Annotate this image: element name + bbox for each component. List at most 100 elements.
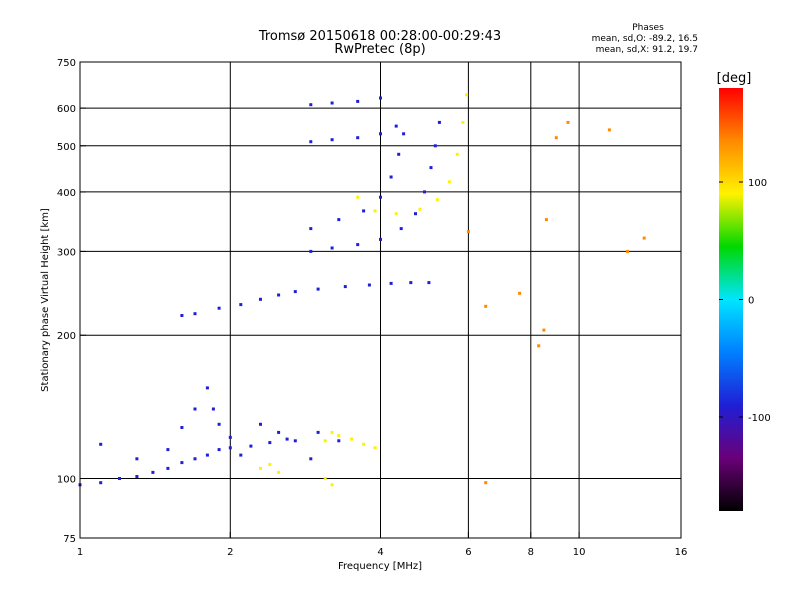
data-point	[362, 209, 366, 213]
data-point	[373, 446, 377, 450]
data-point	[166, 466, 170, 470]
data-point	[337, 434, 341, 438]
data-point	[427, 281, 431, 285]
y-tick-label: 500	[57, 142, 76, 153]
data-point	[323, 477, 327, 480]
data-point	[389, 281, 393, 285]
colorbar-tick-label: -100	[748, 413, 771, 424]
data-point	[217, 422, 221, 426]
data-point	[379, 195, 382, 199]
data-point	[268, 441, 272, 445]
data-point	[343, 285, 347, 289]
data-point	[99, 442, 103, 446]
x-tick-label: 1	[77, 547, 83, 558]
x-axis-ticks: 1 2 4 6 8 10 16	[77, 532, 688, 558]
data-point	[642, 236, 646, 240]
data-point	[373, 209, 377, 213]
data-point	[180, 314, 184, 317]
data-point	[465, 93, 469, 97]
data-point	[330, 483, 334, 487]
data-point	[394, 124, 398, 128]
data-point	[484, 481, 488, 485]
data-point	[409, 281, 413, 285]
data-point	[379, 237, 382, 241]
data-point	[228, 435, 232, 439]
data-point	[435, 198, 439, 202]
data-point	[217, 448, 221, 452]
data-point	[350, 437, 354, 441]
data-point	[554, 136, 558, 140]
data-point	[309, 457, 313, 461]
colorbar-tick-label: 100	[748, 178, 767, 189]
data-point	[626, 249, 629, 253]
data-point	[356, 195, 360, 199]
data-point	[330, 430, 334, 434]
grid-lines	[80, 62, 681, 538]
y-tick-label: 400	[57, 188, 76, 199]
data-point	[544, 218, 548, 222]
y-tick-label: 100	[57, 475, 76, 486]
data-point	[99, 481, 103, 485]
data-point	[217, 306, 221, 310]
data-point	[249, 444, 253, 448]
data-point	[259, 466, 262, 470]
y-tick-label: 200	[57, 331, 76, 342]
data-point	[205, 453, 209, 457]
data-point	[180, 461, 184, 465]
colorbar-ticks: 100 0 -100	[719, 178, 771, 424]
data-point	[323, 439, 327, 443]
data-point	[118, 477, 121, 480]
data-point	[437, 120, 441, 124]
data-point	[461, 120, 465, 124]
x-tick-label: 2	[227, 547, 233, 558]
phase-stats-heading: Phases	[632, 23, 664, 33]
data-point	[537, 344, 541, 348]
data-point	[466, 230, 470, 234]
data-point	[455, 152, 459, 156]
data-point	[135, 475, 139, 478]
data-point	[518, 291, 522, 295]
data-point	[239, 303, 243, 307]
data-point	[285, 437, 289, 441]
data-point	[193, 457, 197, 461]
data-point	[180, 426, 184, 429]
data-point	[448, 180, 451, 184]
y-axis-label: Stationary phase Virtual Height [km]	[40, 208, 51, 392]
data-point	[356, 136, 360, 140]
data-point	[330, 101, 334, 105]
data-point	[542, 328, 546, 332]
data-point	[389, 175, 393, 179]
x-tick-label: 16	[675, 547, 688, 558]
data-point	[367, 283, 371, 287]
data-point	[193, 312, 197, 316]
y-tick-label: 750	[57, 58, 76, 69]
colorbar-label: [deg]	[717, 71, 752, 86]
data-point	[277, 470, 281, 474]
data-point	[259, 297, 262, 301]
data-point	[423, 190, 426, 194]
data-point	[402, 132, 406, 136]
data-point	[135, 457, 139, 461]
data-point	[607, 128, 611, 132]
data-point	[330, 138, 334, 142]
data-point	[362, 442, 366, 446]
data-point	[309, 227, 313, 231]
y-tick-label: 300	[57, 247, 76, 258]
data-point	[193, 407, 197, 411]
chart-subtitle: RwPretec (8p)	[334, 42, 425, 57]
data-point	[259, 422, 262, 426]
data-point	[316, 287, 320, 291]
colorbar-tick-label: 0	[748, 296, 754, 307]
data-point	[239, 453, 243, 457]
data-point	[309, 249, 313, 253]
data-point	[211, 407, 215, 411]
data-point	[293, 439, 297, 443]
data-point	[379, 96, 382, 100]
data-point	[277, 430, 281, 434]
data-point	[309, 103, 313, 107]
phase-stats-o: mean, sd,O: -89.2, 16.5	[592, 34, 698, 44]
x-tick-label: 8	[528, 547, 534, 558]
data-point	[330, 246, 334, 250]
data-point	[316, 430, 320, 434]
